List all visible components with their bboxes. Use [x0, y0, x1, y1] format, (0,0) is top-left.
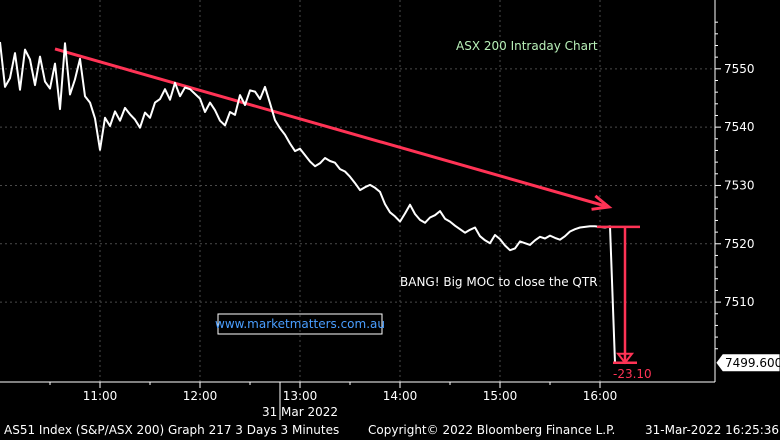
y-tick-label: 7550 [724, 62, 755, 76]
intraday-chart: -23.10 7499.600 ASX 200 Intraday Chart BANG… [0, 0, 780, 420]
y-tick-label: 7510 [724, 295, 755, 309]
y-tick-label: 7540 [724, 120, 755, 134]
x-tick-label: 12:00 [183, 389, 218, 403]
y-tick-label: 7530 [724, 178, 755, 192]
last-price-box [716, 354, 780, 372]
y-tick-label: 7520 [724, 237, 755, 251]
footer-security-info: AS51 Index (S&P/ASX 200) Graph 217 3 Day… [4, 423, 340, 437]
chart-footer: AS51 Index (S&P/ASX 200) Graph 217 3 Day… [0, 420, 780, 440]
last-price-label: 7499.600 [725, 356, 780, 370]
tick-label-layer: 11:00 12:00 13:00 14:00 15:00 16:00 31 Mar 202… [83, 62, 755, 419]
watermark-text: www.marketmatters.com.au [215, 317, 385, 331]
footer-timestamp: 31-Mar-2022 16:25:36 [645, 423, 780, 437]
chart-background [0, 0, 780, 420]
x-axis-date-label: 31 Mar 2022 [262, 405, 338, 419]
annotation-layer: -23.10 7499.600 ASX 200 Intraday Chart BANG… [215, 39, 780, 381]
trendline [54, 47, 606, 208]
chart-title: ASX 200 Intraday Chart [456, 39, 598, 53]
drop-arrowhead [615, 352, 635, 365]
chart-grid [0, 0, 715, 382]
chart-annotation: BANG! Big MOC to close the QTR [400, 275, 598, 289]
watermark-box [217, 313, 383, 335]
x-tick-label: 13:00 [283, 389, 318, 403]
x-tick-label: 16:00 [583, 389, 618, 403]
x-tick-label: 15:00 [483, 389, 518, 403]
trendline-arrowhead [591, 194, 613, 211]
trendline-layer [54, 47, 613, 211]
footer-copyright: Copyright© 2022 Bloomberg Finance L.P. [368, 423, 616, 437]
chart-axes [0, 0, 721, 420]
drop-value-label: -23.10 [613, 367, 652, 381]
x-tick-label: 11:00 [83, 389, 118, 403]
price-series-layer [0, 41, 616, 363]
x-tick-label: 14:00 [383, 389, 418, 403]
price-line [0, 41, 616, 363]
